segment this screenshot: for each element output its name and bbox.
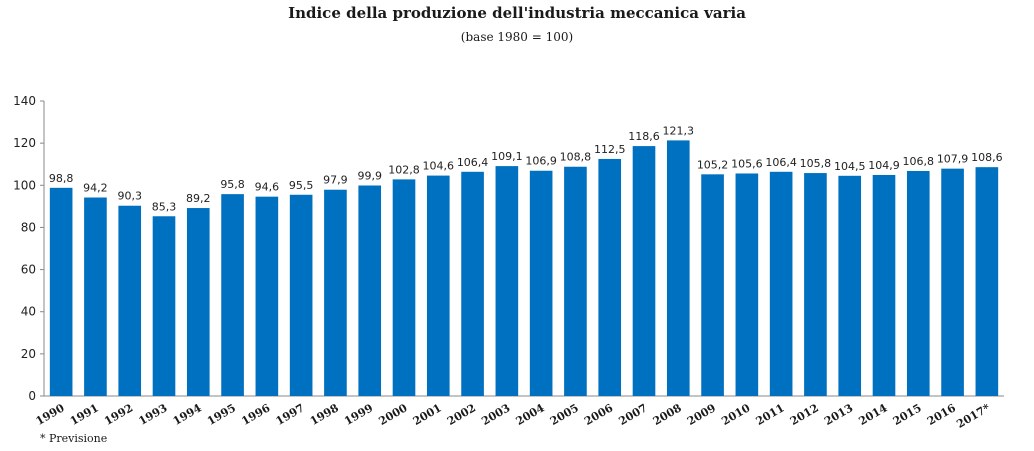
data-label: 106,9 (525, 155, 557, 168)
data-label: 95,5 (289, 179, 314, 192)
chart-title: Indice della produzione dell'industria m… (288, 4, 746, 22)
bar (152, 216, 176, 396)
x-tick-label: 2007 (616, 401, 649, 428)
bar (804, 173, 827, 396)
bar (941, 168, 964, 396)
x-tick-label: 1992 (102, 401, 135, 428)
data-label: 85,3 (152, 200, 177, 213)
data-label: 107,9 (937, 153, 969, 166)
bar (701, 174, 724, 396)
x-tick-label: 2014 (856, 401, 889, 428)
bar (872, 174, 896, 396)
bar (838, 175, 862, 396)
data-label: 95,8 (220, 178, 245, 191)
x-tick-label: 2009 (685, 401, 718, 428)
bar (118, 205, 142, 396)
bar (735, 173, 759, 396)
footnote: * Previsione (40, 432, 108, 445)
x-tick-label: 2000 (376, 401, 409, 428)
x-tick-label: 2008 (651, 401, 684, 428)
bar (529, 170, 553, 396)
x-tick-label: 2011 (754, 401, 787, 428)
data-label: 89,2 (186, 192, 211, 205)
x-tick-label: 2010 (719, 401, 752, 428)
bar (186, 208, 210, 396)
bar (221, 194, 244, 396)
bar (426, 175, 450, 396)
bar (392, 179, 416, 396)
bar (666, 140, 690, 396)
bar (769, 171, 793, 396)
bar (495, 166, 519, 396)
bar (358, 185, 382, 396)
y-tick-label: 40 (21, 305, 36, 319)
x-tick-label: 1993 (136, 401, 169, 428)
data-label: 104,9 (868, 159, 900, 172)
y-tick-label: 100 (13, 178, 36, 192)
x-tick-label: 2006 (582, 401, 615, 428)
bar (906, 170, 930, 396)
x-tick-label: 1998 (308, 401, 341, 428)
x-tick-label: 2002 (445, 401, 478, 428)
data-label: 105,6 (731, 157, 763, 170)
x-tick-label: 1997 (274, 401, 307, 428)
x-tick-label: 2013 (822, 401, 855, 428)
bar (598, 158, 622, 396)
x-tick-label: 1994 (171, 401, 204, 428)
data-label: 94,6 (255, 181, 280, 194)
bar (289, 194, 313, 396)
bar (255, 196, 279, 396)
x-tick-label: 1999 (342, 401, 375, 428)
data-label: 97,9 (323, 174, 348, 187)
chart-subtitle: (base 1980 = 100) (460, 30, 574, 44)
data-label: 104,6 (423, 160, 455, 173)
y-tick-label: 60 (21, 263, 36, 277)
data-label: 90,3 (117, 190, 142, 203)
x-tick-label: 1991 (68, 401, 101, 428)
data-label: 104,5 (834, 160, 866, 173)
data-label: 108,6 (971, 151, 1003, 164)
bar (975, 167, 999, 396)
data-label: 106,4 (765, 156, 797, 169)
bar (632, 146, 656, 396)
x-tick-label: 2004 (514, 401, 547, 428)
x-tick-label: 2015 (891, 401, 924, 428)
data-label: 105,8 (800, 157, 832, 170)
data-label: 108,8 (560, 151, 592, 164)
data-label: 98,8 (49, 172, 74, 185)
x-tick-label: 2012 (788, 401, 821, 428)
x-tick-label: 2017* (954, 401, 992, 431)
bar (84, 197, 107, 396)
data-label: 112,5 (594, 143, 626, 156)
y-tick-label: 80 (21, 220, 36, 234)
data-label: 99,9 (357, 169, 382, 182)
x-tick-label: 2003 (479, 401, 512, 428)
data-label: 94,2 (83, 182, 108, 195)
x-tick-label: 1996 (239, 401, 272, 428)
bar (564, 166, 587, 396)
y-tick-label: 0 (28, 389, 36, 403)
x-tick-label: 2001 (411, 401, 444, 428)
data-label: 106,4 (457, 156, 489, 169)
x-tick-label: 2016 (925, 401, 958, 428)
data-label: 105,2 (697, 158, 729, 171)
y-tick-label: 20 (21, 347, 36, 361)
x-tick-label: 1995 (205, 401, 238, 428)
data-label: 102,8 (388, 163, 420, 176)
bar (49, 187, 73, 396)
data-label: 121,3 (663, 124, 695, 137)
data-label: 118,6 (628, 130, 660, 143)
y-tick-label: 120 (13, 136, 36, 150)
x-tick-label: 2005 (548, 401, 581, 428)
bar (324, 189, 347, 396)
x-tick-label: 1990 (34, 401, 67, 428)
y-tick-label: 140 (13, 94, 36, 108)
data-label: 106,8 (903, 155, 935, 168)
data-label: 109,1 (491, 150, 523, 163)
bar (461, 171, 484, 396)
